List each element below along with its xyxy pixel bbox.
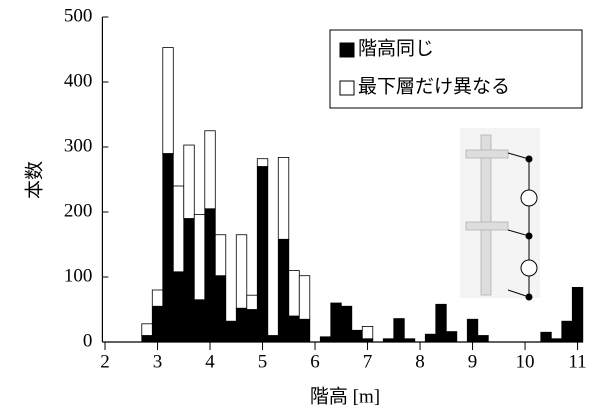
inset-column	[481, 135, 491, 295]
bar	[215, 276, 226, 342]
bar	[299, 276, 310, 320]
bar	[194, 300, 205, 342]
bar	[215, 235, 226, 276]
bar	[394, 319, 405, 342]
y-tick-label: 300	[64, 135, 93, 156]
x-axis-label: 階高 [m]	[310, 385, 380, 407]
bar	[572, 287, 583, 342]
bar	[289, 316, 300, 342]
bar	[184, 219, 195, 343]
bar	[352, 330, 363, 342]
inset-beam	[466, 150, 508, 158]
bar	[173, 272, 184, 342]
inset-dot	[526, 156, 533, 163]
inset-beam	[466, 222, 508, 230]
bar	[247, 310, 258, 343]
legend-swatch	[340, 43, 354, 57]
bar	[320, 337, 331, 342]
legend-label: 階高同じ	[358, 37, 434, 59]
bar	[362, 326, 373, 338]
bar	[331, 303, 342, 342]
x-tick-label: 7	[363, 351, 373, 372]
inset-dot	[526, 233, 533, 240]
y-tick-label: 400	[64, 70, 93, 91]
y-tick-label: 500	[64, 5, 93, 26]
bar	[247, 295, 258, 309]
bar	[541, 332, 552, 342]
bar	[299, 319, 310, 342]
bar	[142, 324, 153, 336]
bar	[194, 215, 205, 300]
x-tick-label: 10	[516, 351, 535, 372]
y-tick-label: 0	[83, 330, 93, 351]
inset-circle	[521, 260, 537, 276]
bar	[268, 336, 279, 343]
bar	[205, 131, 216, 209]
inset-dot	[526, 294, 533, 301]
x-tick-label: 11	[568, 351, 586, 372]
bar	[278, 239, 289, 342]
bar	[467, 319, 478, 342]
bar	[184, 145, 195, 218]
y-axis-label: 本数	[23, 161, 45, 199]
bar	[173, 186, 184, 272]
x-tick-label: 5	[258, 351, 268, 372]
bar	[341, 306, 352, 342]
bar	[142, 336, 153, 343]
x-tick-label: 8	[415, 351, 425, 372]
x-tick-label: 9	[468, 351, 478, 372]
inset-circle	[521, 190, 537, 206]
y-tick-label: 200	[64, 200, 93, 221]
x-tick-label: 6	[310, 351, 320, 372]
legend-swatch	[340, 81, 354, 95]
x-tick-label: 2	[100, 351, 110, 372]
y-tick-label: 100	[64, 265, 93, 286]
bar	[257, 159, 268, 167]
bar	[562, 321, 573, 342]
chart: 本数 階高 [m] 0 100 200 300 400 500 2 3 4 5 6 7 8 9 10 11 階高…	[0, 0, 595, 409]
inset-diagram	[460, 128, 540, 301]
bar	[478, 336, 489, 343]
bar	[289, 271, 300, 317]
bar	[163, 48, 174, 154]
bar	[278, 157, 289, 239]
bar	[152, 306, 163, 342]
bar	[236, 235, 247, 308]
bar	[205, 209, 216, 342]
bar	[446, 332, 457, 342]
bar	[163, 154, 174, 343]
bar	[425, 334, 436, 342]
x-tick-label: 3	[153, 351, 163, 372]
legend-label: 最下層だけ異なる	[358, 76, 510, 97]
bar	[257, 167, 268, 343]
bar	[236, 308, 247, 342]
bar	[152, 290, 163, 306]
bar	[436, 304, 447, 342]
bar	[226, 321, 237, 342]
x-tick-label: 4	[205, 351, 215, 372]
